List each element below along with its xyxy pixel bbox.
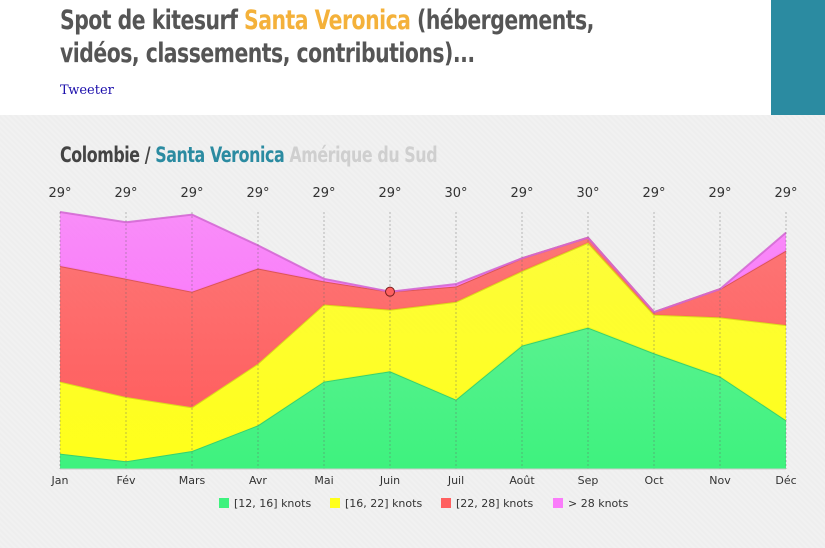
month-label: Août: [509, 474, 535, 487]
title-suffix: (hébergements, vidéos, classements, cont…: [60, 5, 594, 69]
legend-label: [22, 28] knots: [456, 497, 533, 510]
temperature-label: 29°: [378, 186, 401, 201]
temperature-label: 29°: [312, 186, 335, 201]
page-title: Spot de kitesurf Santa Veronica (héberge…: [60, 4, 640, 70]
tweet-link[interactable]: Tweeter: [60, 83, 114, 98]
month-label: Mars: [179, 474, 206, 487]
legend-swatch: [330, 498, 340, 508]
title-spot-name: Santa Veronica: [244, 5, 411, 36]
hover-marker: [385, 286, 395, 297]
page-header: Spot de kitesurf Santa Veronica (héberge…: [0, 0, 825, 115]
country-link[interactable]: Colombie: [60, 143, 140, 167]
temperature-label: 29°: [114, 186, 137, 201]
chart-panel: 29° 29° 29° 29° 29° 29° 30° 29° 30° 29° 29° 29° Jan F…: [0, 115, 825, 548]
temperature-label: 29°: [48, 186, 71, 201]
month-label: Jan: [51, 474, 69, 487]
month-label: Mai: [314, 474, 333, 487]
month-label: Oct: [644, 474, 664, 487]
series-line-1: [59, 241, 787, 409]
teal-corner-block: [771, 0, 825, 115]
month-label: Déc: [775, 474, 796, 487]
area-1: [60, 242, 786, 462]
month-label: Juin: [379, 474, 400, 487]
month-label: Sep: [578, 474, 599, 487]
region-link[interactable]: Amérique du Sud: [284, 143, 438, 167]
heading-separator: /: [139, 143, 156, 167]
legend-swatch: [219, 498, 229, 508]
spot-heading: Colombie / Santa Veronica Amérique du Su…: [60, 141, 438, 169]
month-label: Avr: [249, 474, 267, 487]
legend-swatch: [441, 498, 451, 508]
month-label: Juil: [447, 474, 464, 487]
temperature-label: 29°: [642, 186, 665, 201]
temperature-label: 30°: [576, 186, 599, 201]
legend-label: [16, 22] knots: [345, 497, 422, 510]
series-line-3: [59, 211, 787, 314]
temperature-label: 29°: [510, 186, 533, 201]
spot-name: Santa Veronica: [155, 143, 285, 167]
title-prefix: Spot de kitesurf: [60, 5, 245, 36]
temperature-label: 29°: [246, 186, 269, 201]
temperature-label: 30°: [444, 186, 467, 201]
legend-swatch: [553, 498, 563, 508]
month-label: Nov: [709, 474, 731, 487]
area-0: [60, 327, 786, 469]
temperature-label: 29°: [708, 186, 731, 201]
temperature-label: 29°: [180, 186, 203, 201]
legend-label: > 28 knots: [568, 497, 629, 510]
month-label: Fév: [116, 474, 135, 487]
wind-chart: 29° 29° 29° 29° 29° 29° 30° 29° 30° 29° 29° 29° Jan F…: [48, 186, 797, 510]
temperature-label: 29°: [774, 186, 797, 201]
area-2: [60, 237, 786, 408]
series-line-0: [59, 326, 787, 463]
legend-label: [12, 16] knots: [234, 497, 311, 510]
